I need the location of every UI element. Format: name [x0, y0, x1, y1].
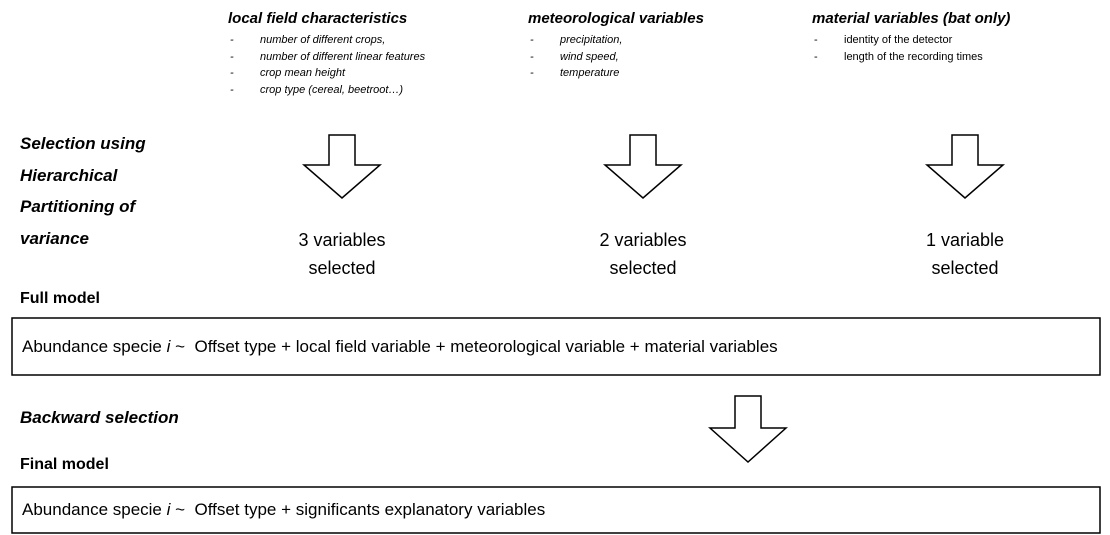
- item-list: precipitation,wind speed,temperature: [528, 32, 622, 82]
- item: precipitation,: [528, 32, 622, 49]
- item: length of the recording times: [812, 49, 983, 66]
- result-line: 1 variable: [925, 230, 1005, 250]
- item: crop type (cereal, beetroot…): [228, 82, 425, 99]
- formula-text: Abundance specie: [22, 337, 167, 356]
- column-title: local field characteristics: [228, 10, 408, 27]
- selection-label: Selection using Hierarchical Partitioning …: [20, 128, 146, 254]
- arrow: [602, 134, 684, 199]
- result-line: 3 variables: [298, 230, 386, 250]
- item: identity of the detector: [812, 32, 983, 49]
- arrow: [924, 134, 1006, 199]
- item: number of different crops,: [228, 32, 425, 49]
- selection-line: Selection using: [20, 134, 146, 153]
- item: wind speed,: [528, 49, 622, 66]
- item-list: number of different crops,number of diff…: [228, 32, 425, 98]
- selection-line: variance: [20, 228, 89, 248]
- result-line: selected: [308, 258, 376, 278]
- backward-selection-label: Backward selection: [20, 408, 179, 427]
- item: crop mean height: [228, 65, 425, 82]
- full-model-box: [11, 317, 1101, 376]
- result: 1 variable selected: [845, 226, 1085, 282]
- formula-text: Abundance specie: [22, 500, 167, 519]
- column-title: meteorological variables: [528, 10, 704, 27]
- result: 2 variables selected: [523, 226, 763, 282]
- formula-text: ~ Offset type + local field variable + m…: [170, 337, 778, 356]
- arrow: [708, 395, 788, 464]
- formula-text: ~ Offset type + significants explanatory…: [170, 500, 546, 519]
- result: 3 variables selected: [222, 226, 462, 282]
- column-title: material variables (bat only): [812, 10, 1011, 27]
- formula-variable: i: [166, 337, 171, 356]
- item: temperature: [528, 65, 622, 82]
- full-model-label: Full model: [20, 290, 100, 307]
- result-line: 2 variables: [599, 230, 687, 250]
- arrow: [301, 134, 383, 199]
- final-model-label: Final model: [20, 456, 109, 473]
- item-list: identity of the detectorlength of the re…: [812, 32, 983, 65]
- final-model-box: [11, 486, 1101, 534]
- full-model-formula: Abundance specie i ~ Offset type + local…: [22, 337, 778, 357]
- selection-line: Partitioning of: [20, 197, 136, 216]
- final-model-formula: Abundance specie i ~ Offset type + signi…: [22, 500, 545, 520]
- item: number of different linear features: [228, 49, 425, 66]
- formula-variable: i: [166, 500, 171, 519]
- selection-line: Hierarchical: [20, 165, 118, 185]
- result-line: selected: [609, 258, 677, 278]
- result-line: selected: [931, 258, 999, 278]
